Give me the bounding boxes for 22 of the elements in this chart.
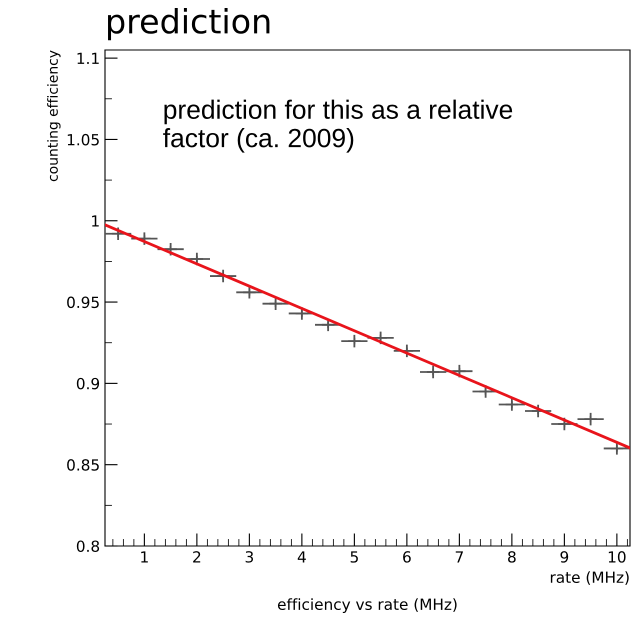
y-tick-label: 0.95 (67, 296, 99, 308)
y-axis-title: counting efficiency (47, 50, 61, 182)
x-tick-label: 2 (193, 551, 200, 562)
y-tick-label: 0.8 (76, 540, 100, 552)
x-axis-title: rate (MHz) (550, 571, 629, 585)
chart-title: prediction (108, 8, 270, 40)
annotation: prediction for this as a relative factor (ca. 2009) (163, 100, 512, 153)
y-tick-label: 0.85 (67, 459, 99, 471)
x-tick-label: 3 (246, 551, 254, 563)
y-tick-label: 1.1 (78, 52, 99, 64)
x-tick-label: 5 (350, 551, 358, 563)
x-tick-label: 10 (608, 551, 626, 563)
text: efficiency vs rate (MHz) (278, 598, 457, 613)
x-tick-label: 9 (560, 551, 568, 563)
x-tick-label: 6 (403, 551, 411, 563)
x-tick-label: 7 (456, 551, 463, 562)
y-tick-label: 1 (92, 215, 99, 227)
y-tick-label: 0.9 (76, 378, 100, 390)
x-tick-label: 4 (298, 551, 306, 562)
x-tick-label: 8 (508, 551, 516, 563)
y-tick-label: 1.05 (68, 134, 99, 146)
x-tick-label: 1 (141, 551, 148, 562)
